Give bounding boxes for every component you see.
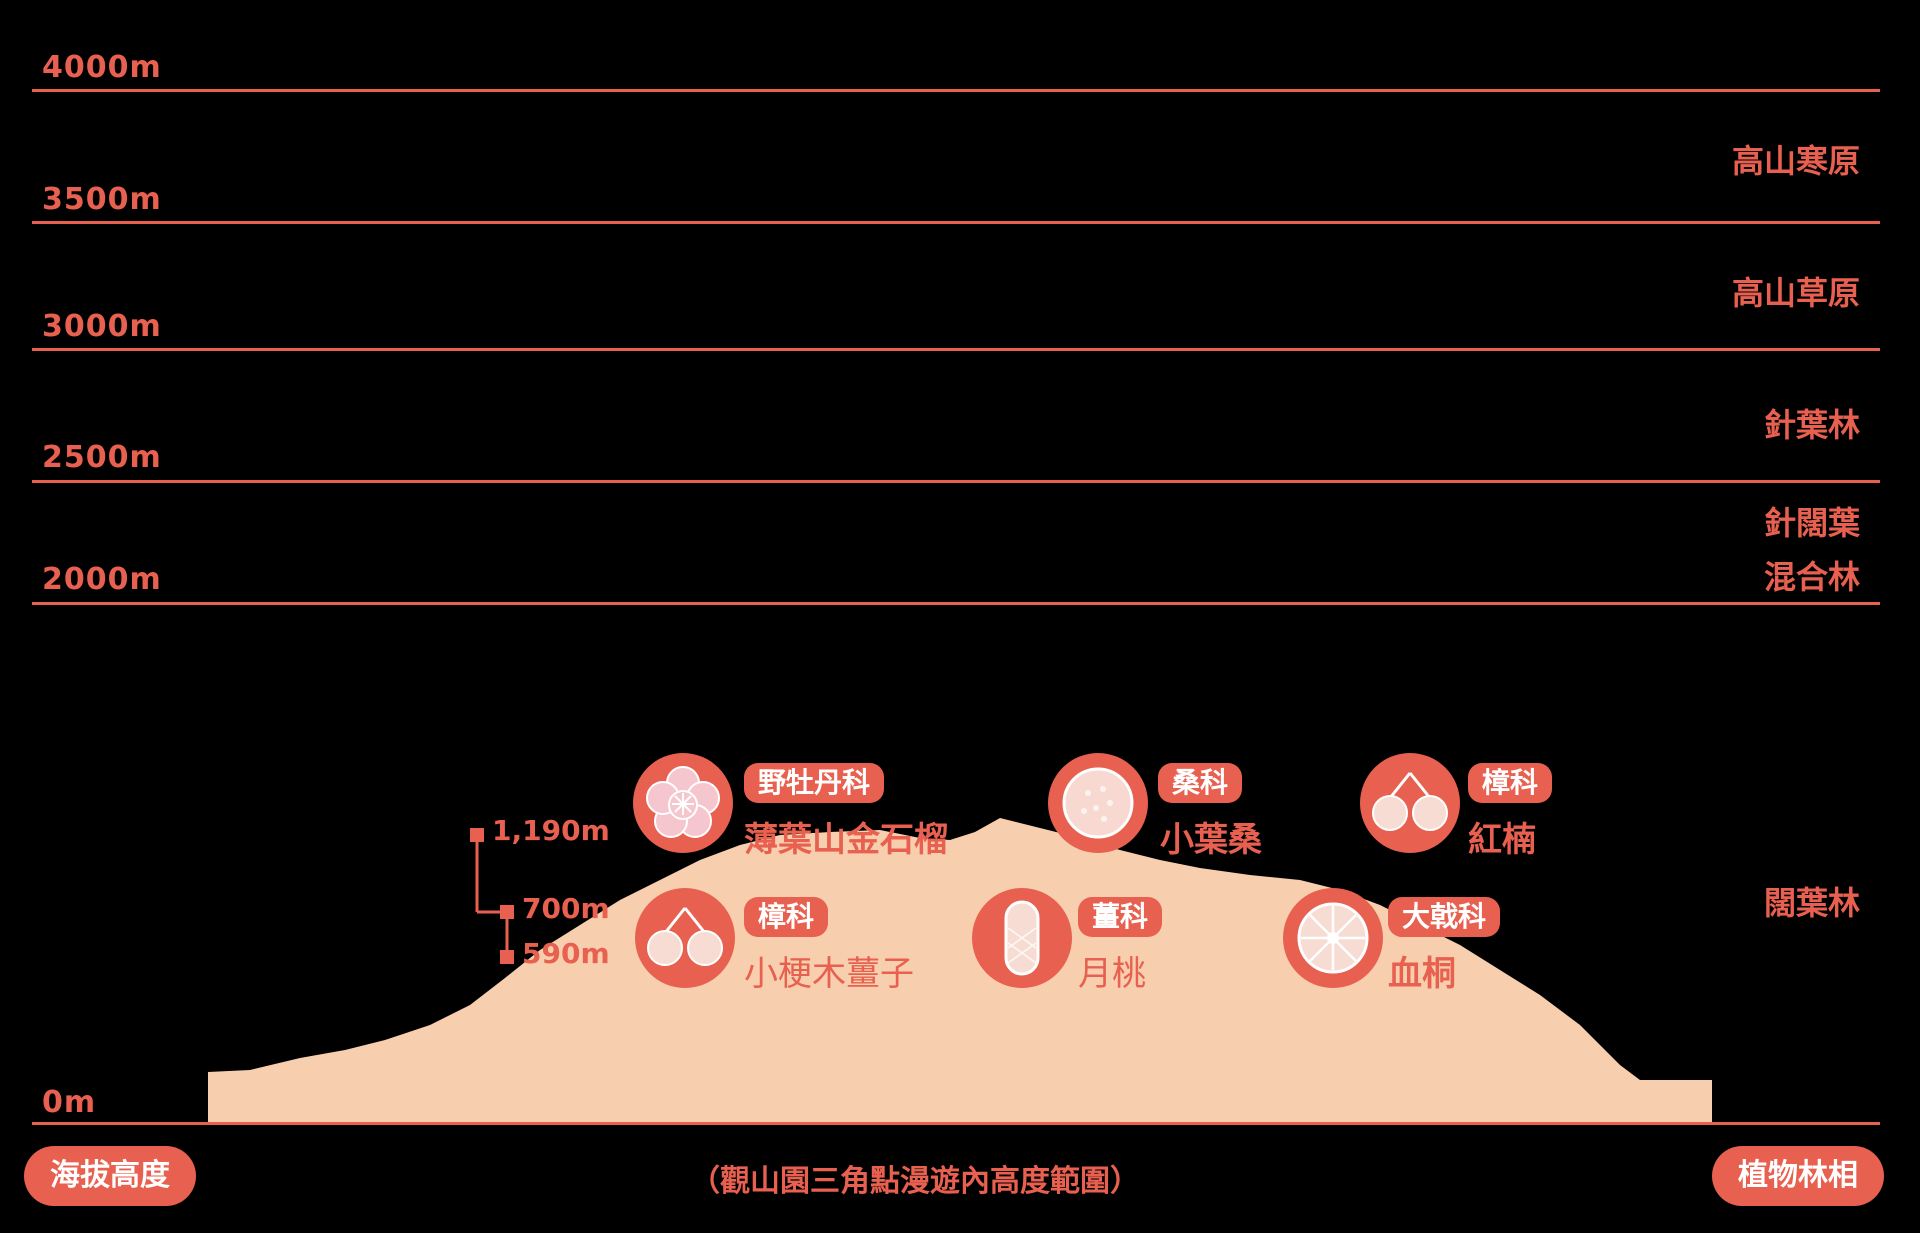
altitude-label-3000: 3000m bbox=[42, 309, 162, 344]
gridline-3500 bbox=[32, 221, 1880, 224]
range-caption: （觀山園三角點漫遊內高度範圍） bbox=[690, 1164, 1140, 1199]
elevation-label-700: 700m bbox=[522, 892, 610, 925]
elevation-dot-1190 bbox=[470, 828, 484, 842]
elevation-dot-700 bbox=[500, 905, 514, 919]
plant-species-name: 小梗木薑子 bbox=[744, 954, 914, 994]
plant-family-tag: 大戟科 bbox=[1388, 897, 1501, 937]
plant-family-tag: 野牡丹科 bbox=[744, 763, 885, 803]
gridline-2500 bbox=[32, 480, 1880, 483]
altitude-axis-label: 海拔高度 bbox=[24, 1146, 196, 1206]
plant-species-name: 紅楠 bbox=[1468, 820, 1536, 860]
altitude-label-2500: 2500m bbox=[42, 440, 162, 475]
berry-pair-icon bbox=[635, 888, 735, 988]
zone-conifer-broadleaf: 針闊葉 bbox=[1763, 504, 1860, 542]
altitude-label-2000: 2000m bbox=[42, 562, 162, 597]
zone-mixed-forest: 混合林 bbox=[1763, 558, 1860, 596]
gridline-2000 bbox=[32, 602, 1880, 605]
zone-alpine-meadow: 高山草原 bbox=[1731, 274, 1860, 312]
berry-pair-icon bbox=[1360, 753, 1460, 853]
flower-icon bbox=[633, 753, 733, 853]
fruit-cross-section-icon bbox=[1283, 888, 1383, 988]
gridline-0 bbox=[32, 1122, 1880, 1125]
plant-species-name: 小葉桑 bbox=[1160, 820, 1262, 860]
vegetation-axis-label: 植物林相 bbox=[1712, 1146, 1884, 1206]
plant-family-tag: 樟科 bbox=[744, 897, 829, 937]
altitude-label-0: 0m bbox=[42, 1085, 97, 1120]
elevation-label-590: 590m bbox=[522, 937, 610, 970]
elevation-dot-590 bbox=[500, 950, 514, 964]
zone-conifer-forest: 針葉林 bbox=[1763, 406, 1860, 444]
elevation-markers bbox=[470, 828, 514, 964]
ginger-fruit-icon bbox=[972, 888, 1072, 988]
zone-alpine-cold-desert: 高山寒原 bbox=[1731, 142, 1860, 180]
mulberry-icon bbox=[1048, 753, 1148, 853]
plant-family-tag: 桑科 bbox=[1158, 763, 1243, 803]
altitude-label-4000: 4000m bbox=[42, 50, 162, 85]
altitude-label-3500: 3500m bbox=[42, 182, 162, 217]
gridline-3000 bbox=[32, 348, 1880, 351]
zone-broadleaf-forest: 闊葉林 bbox=[1763, 884, 1860, 922]
plant-species-name: 血桐 bbox=[1388, 954, 1456, 994]
elevation-label-1190: 1,190m bbox=[492, 814, 610, 847]
plant-family-tag: 樟科 bbox=[1468, 763, 1553, 803]
plant-family-tag: 薑科 bbox=[1078, 897, 1163, 937]
plant-species-name: 月桃 bbox=[1078, 954, 1146, 994]
gridline-4000 bbox=[32, 89, 1880, 92]
plant-species-name: 薄葉山金石榴 bbox=[744, 820, 948, 860]
